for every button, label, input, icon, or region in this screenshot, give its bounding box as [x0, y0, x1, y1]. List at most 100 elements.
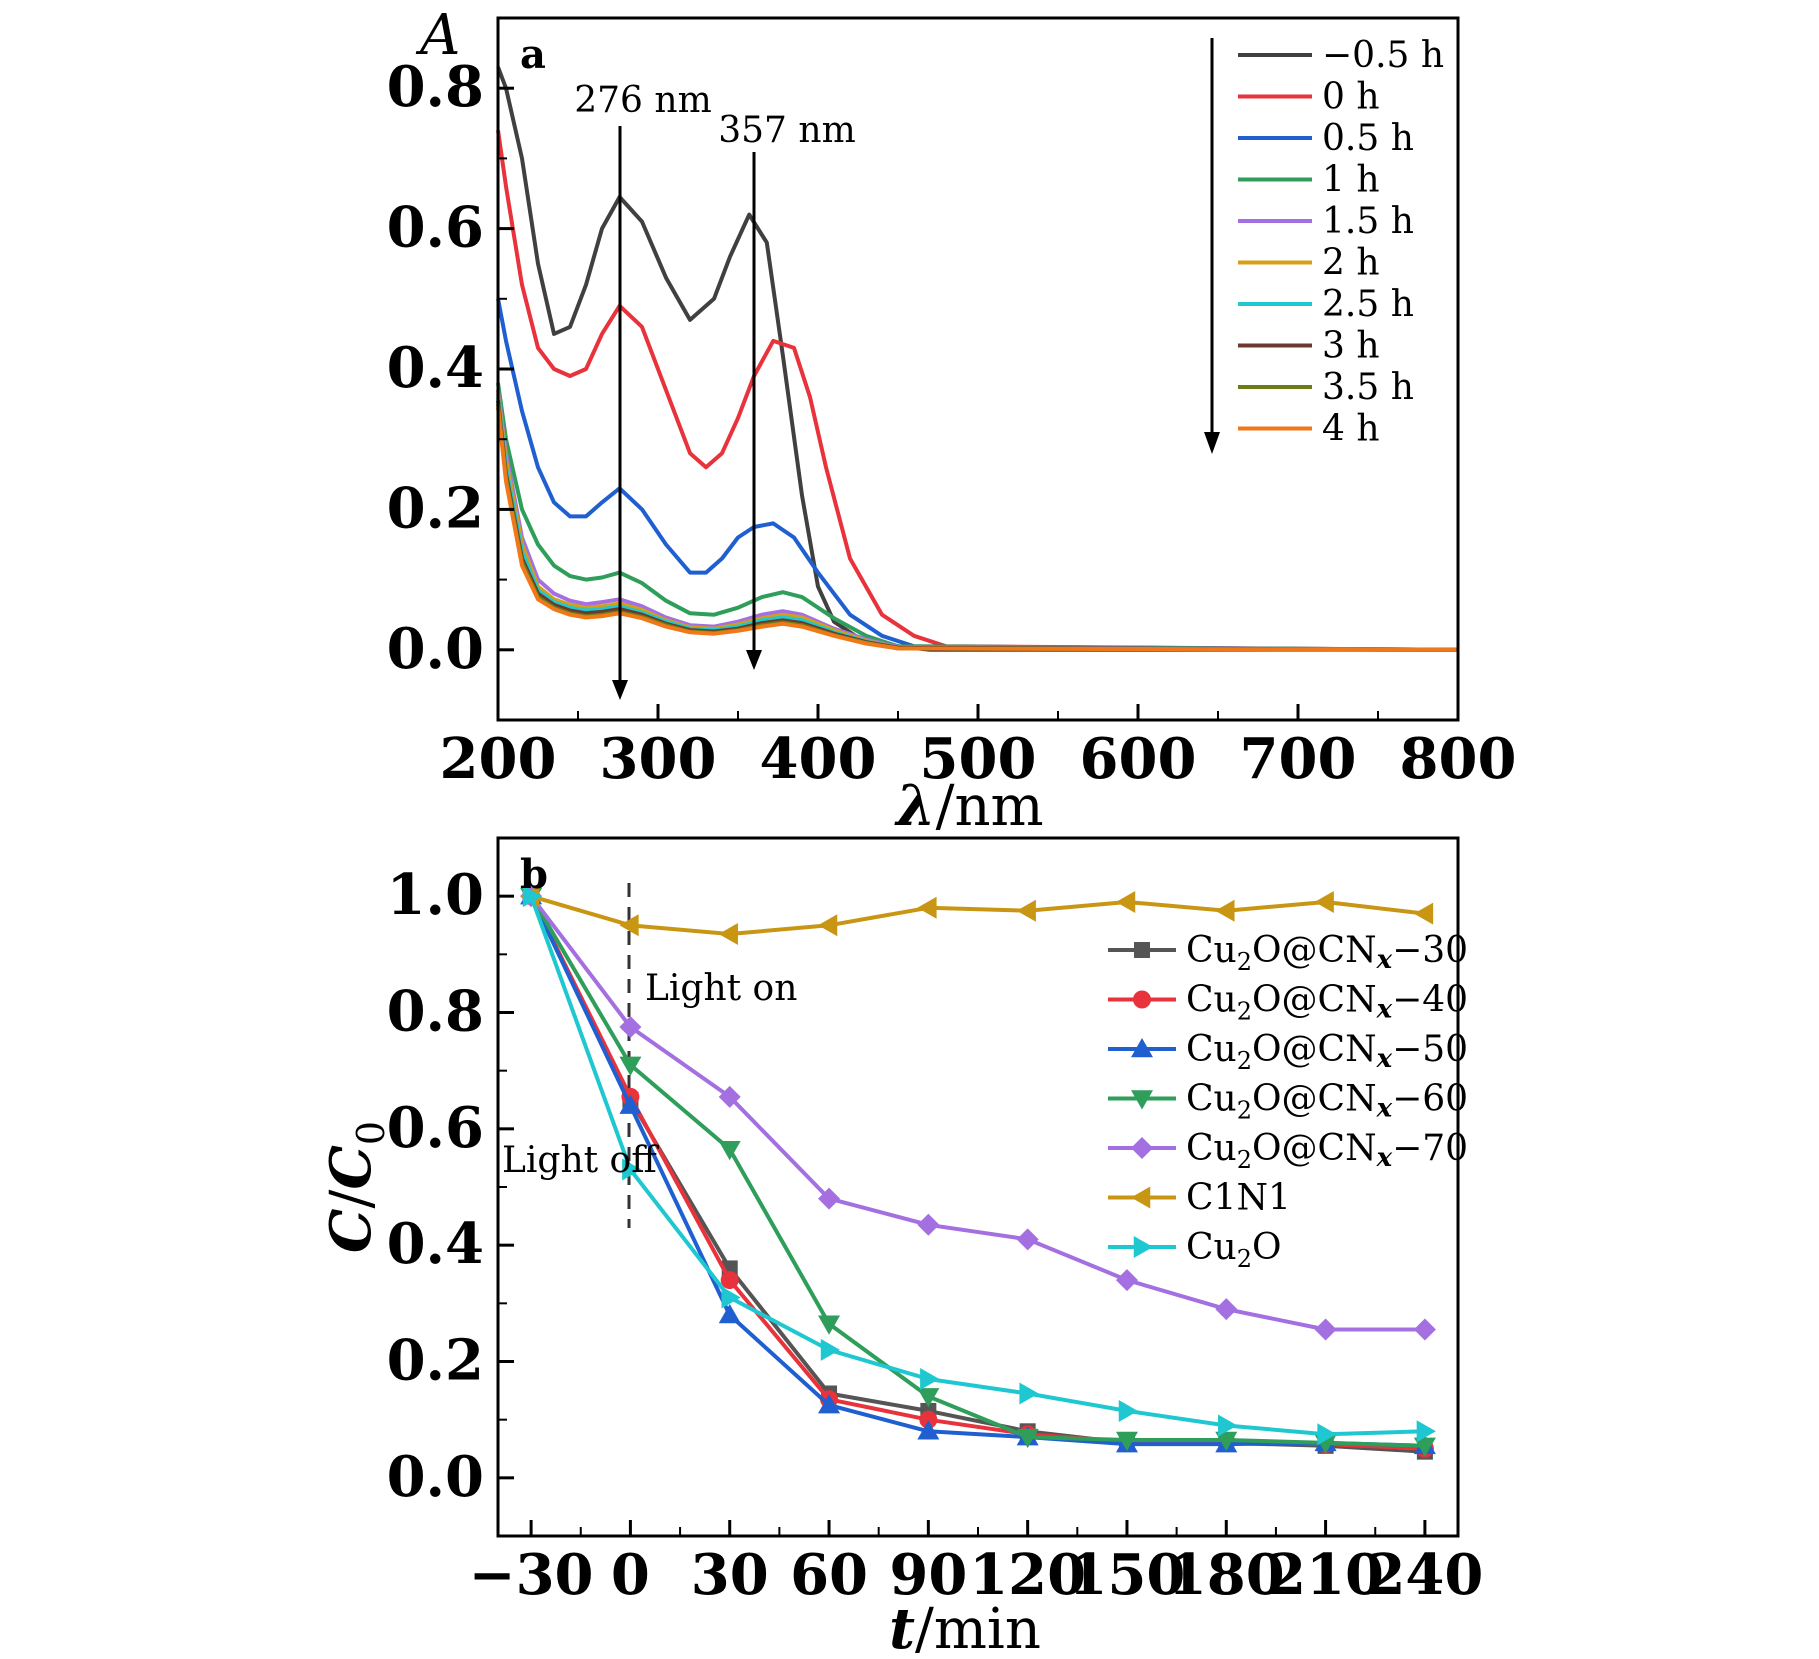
peak-arrowhead-357	[746, 650, 762, 670]
b-point-4-9	[1413, 1318, 1436, 1341]
b-point-3-2	[718, 1140, 741, 1161]
b-point-6-4	[920, 1367, 940, 1390]
b-point-6-5	[1019, 1382, 1039, 1405]
b-legend-label-6: Cu2O	[1186, 1227, 1282, 1273]
panel-a-x-symbol: λ	[894, 773, 935, 839]
b-series-line-5	[530, 894, 1426, 936]
a-series-line-2	[496, 298, 1459, 652]
a-x-tick-label: 500	[920, 726, 1037, 792]
b-series-line-2	[529, 895, 1425, 1448]
b-x-tick-label: 210	[1267, 1542, 1384, 1608]
b-x-tick-label: 90	[889, 1542, 967, 1608]
b-point-2-4	[917, 1420, 940, 1440]
b-point-4-3	[818, 1187, 841, 1210]
a-x-tick-label: 200	[440, 726, 557, 792]
b-y-tick-label: 0.2	[387, 1328, 484, 1394]
a-legend-label-9: 4 h	[1322, 409, 1380, 450]
panel-a-series-lines	[496, 66, 1459, 652]
a-series-line-0	[496, 66, 1458, 652]
b-point-3-4	[917, 1388, 940, 1408]
b-point-5-6	[1115, 890, 1136, 913]
b-point-4-4	[917, 1213, 940, 1236]
panel-b-series	[520, 885, 1436, 1460]
b-point-6-7	[1218, 1414, 1238, 1437]
a-y-tick-label: 0.0	[387, 616, 484, 682]
b-point-3-6	[1115, 1431, 1138, 1452]
panel-b-label: b	[520, 851, 548, 898]
b-y-tick-label: 0.0	[387, 1444, 484, 1510]
b-series-6	[522, 885, 1436, 1446]
panel-a-label: a	[520, 31, 546, 78]
a-y-tick-label: 0.6	[387, 195, 484, 261]
b-series-line-6	[529, 895, 1425, 1437]
b-legend-label-0: Cu2O@CNx−30	[1186, 930, 1468, 976]
a-legend-label-6: 2.5 h	[1322, 284, 1414, 325]
b-point-1-4	[919, 1410, 938, 1429]
a-legend-label-4: 1.5 h	[1322, 201, 1414, 242]
b-point-1-2	[720, 1271, 739, 1290]
a-legend-label-2: 0.5 h	[1322, 118, 1414, 159]
a-x-tick-label: 300	[600, 726, 717, 792]
b-x-tick-label: 30	[691, 1542, 769, 1608]
b-point-3-7	[1215, 1431, 1238, 1452]
panel-b-x-separator: /	[915, 1597, 934, 1654]
b-point-6-1	[622, 1158, 642, 1181]
b-x-tick-label: 120	[969, 1542, 1086, 1608]
b-legend-marker-0	[1134, 942, 1150, 958]
b-point-4-7	[1215, 1298, 1238, 1321]
b-point-6-6	[1118, 1399, 1138, 1422]
b-point-4-1	[619, 1016, 642, 1039]
a-series-line-6	[496, 396, 1459, 652]
peak-arrowhead-276	[612, 680, 628, 700]
a-legend-label-7: 3 h	[1322, 326, 1380, 367]
b-point-3-1	[619, 1056, 642, 1076]
panel-a-x-separator: /	[936, 774, 955, 839]
b-point-2-1	[619, 1094, 642, 1114]
b-x-tick-label: −30	[469, 1542, 594, 1608]
b-point-5-9	[1413, 902, 1434, 925]
b-point-4-6	[1115, 1269, 1138, 1292]
a-legend-label-5: 2 h	[1322, 243, 1380, 284]
b-series-4	[520, 885, 1436, 1341]
b-point-6-0	[522, 885, 543, 908]
b-point-4-5	[1016, 1228, 1039, 1251]
b-point-5-1	[619, 914, 639, 937]
b-legend-label-5: C1N1	[1186, 1178, 1291, 1219]
b-x-tick-label: 60	[790, 1542, 868, 1608]
b-point-6-3	[820, 1338, 841, 1361]
b-point-3-9	[1413, 1437, 1436, 1457]
panel-b-legend: Cu2O@CNx−30Cu2O@CNx−40Cu2O@CNx−50Cu2O@CN…	[1108, 930, 1468, 1273]
a-series-line-3	[496, 382, 1459, 652]
panel-b-y-axis-label: C/C0	[318, 1121, 393, 1253]
y-label-numerator: C	[318, 1208, 384, 1253]
a-series-line-9	[496, 407, 1459, 652]
b-legend-marker-2	[1131, 1038, 1153, 1058]
b-y-tick-label: 0.4	[387, 1211, 484, 1277]
b-series-3	[520, 887, 1436, 1457]
b-point-6-8	[1317, 1423, 1337, 1446]
a-legend-label-8: 3.5 h	[1322, 367, 1414, 408]
light-on-label: Light on	[645, 968, 797, 1009]
panel-a-y-axis-label: A	[415, 3, 460, 68]
a-y-tick-label: 0.4	[387, 335, 484, 401]
b-legend-marker-5	[1131, 1186, 1151, 1209]
b-point-5-8	[1314, 890, 1334, 913]
panel-a-x-unit: nm	[954, 774, 1043, 839]
peak-label-357: 357 nm	[718, 110, 855, 151]
legend-trend-arrowhead	[1204, 432, 1220, 454]
y-label-subscript: 0	[349, 1121, 393, 1145]
b-series-line-4	[529, 894, 1425, 1332]
a-y-tick-label: 0.8	[387, 54, 484, 120]
b-point-5-2	[718, 922, 738, 945]
b-point-5-7	[1215, 899, 1235, 922]
y-label-denominator: C	[318, 1145, 384, 1190]
a-legend-label-3: 1 h	[1322, 160, 1380, 201]
b-series-line-3	[529, 895, 1425, 1448]
a-x-tick-label: 600	[1080, 726, 1197, 792]
b-y-tick-label: 0.8	[387, 979, 484, 1045]
svg-text:C/C0: C/C0	[318, 1121, 393, 1253]
b-point-4-2	[718, 1085, 741, 1108]
b-legend-label-3: Cu2O@CNx−60	[1186, 1079, 1468, 1125]
b-legend-marker-6	[1133, 1236, 1153, 1258]
